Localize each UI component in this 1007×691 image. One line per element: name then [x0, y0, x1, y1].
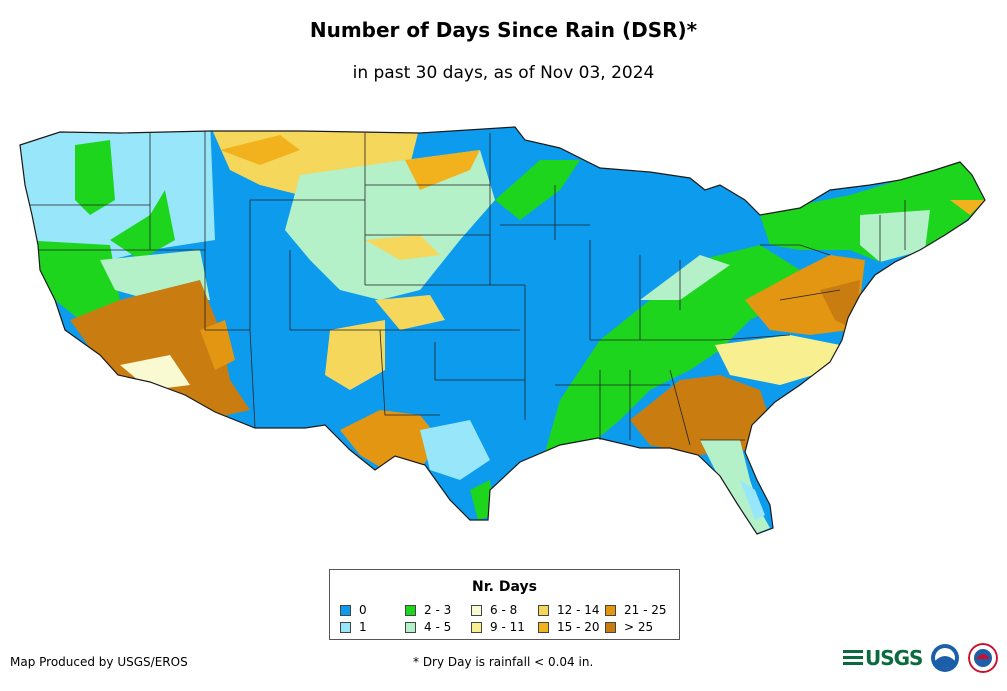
region-texas-light — [420, 420, 490, 480]
region-nd-orange — [405, 150, 480, 190]
legend-item: 15 - 20 — [538, 620, 600, 634]
us-outline — [19, 126, 986, 535]
legend-swatch — [605, 621, 616, 633]
region-mississippi-ohio-green — [540, 245, 800, 470]
usgs-logo: USGS — [843, 646, 923, 670]
legend-swatch — [340, 621, 351, 633]
region-ohio-mint — [640, 255, 730, 300]
nws-logo-icon — [968, 643, 999, 673]
region-nebraska-yellow — [365, 235, 440, 260]
legend-label: 21 - 25 — [624, 603, 667, 617]
legend-swatch — [605, 604, 616, 616]
legend-item: 12 - 14 — [538, 603, 600, 617]
region-new-england — [860, 210, 930, 262]
legend-label: 9 - 11 — [490, 620, 525, 634]
legend-item: 6 - 8 — [471, 603, 517, 617]
region-northeast — [760, 160, 985, 262]
legend-label: 4 - 5 — [424, 620, 452, 634]
legend-item: 0 — [340, 603, 367, 617]
map-title: Number of Days Since Rain (DSR)* — [309, 18, 698, 42]
legend-item: 21 - 25 — [605, 603, 667, 617]
dry-day-note: * Dry Day is rainfall < 0.04 in. — [413, 655, 594, 669]
legend-label: 1 — [359, 620, 367, 634]
legend-item: 9 - 11 — [471, 620, 525, 634]
region-mn-green — [495, 160, 580, 220]
legend-swatch — [405, 621, 416, 633]
usgs-wave-icon — [843, 648, 863, 668]
usgs-wordmark: USGS — [865, 646, 923, 670]
credit-text: Map Produced by USGS/EROS — [10, 655, 188, 669]
region-nm-yellow — [325, 320, 385, 390]
region-idaho-green — [110, 190, 175, 260]
legend-title: Nr. Days — [472, 579, 537, 595]
legend-swatch — [471, 604, 482, 616]
legend-item: > 25 — [605, 620, 653, 634]
legend-item: 2 - 3 — [405, 603, 451, 617]
legend-label: > 25 — [624, 620, 654, 634]
map-subtitle: in past 30 days, as of Nov 03, 2024 — [352, 63, 655, 83]
legend-item: 1 — [340, 620, 367, 634]
legend-label: 12 - 14 — [557, 603, 600, 617]
legend-label: 15 - 20 — [557, 620, 600, 634]
legend-swatch — [538, 604, 549, 616]
region-kansas-yellow — [375, 295, 445, 330]
legend: Nr. Days 0 1 2 - 3 4 - 5 6 - 8 9 - 11 12… — [329, 569, 680, 640]
noaa-logo-icon — [931, 644, 960, 672]
legend-item: 4 - 5 — [405, 620, 451, 634]
region-montana-orange — [220, 135, 300, 165]
legend-swatch — [471, 621, 482, 633]
state-boundaries — [30, 131, 906, 446]
region-south-florida — [740, 480, 765, 520]
legend-swatch — [340, 604, 351, 616]
region-nm-orange — [200, 320, 235, 370]
agency-logos: USGS — [843, 640, 999, 676]
region-west-texas — [340, 410, 440, 470]
region-cascades-green — [75, 140, 115, 215]
legend-label: 2 - 3 — [424, 603, 452, 617]
region-northern-plains — [285, 150, 495, 300]
region-southeast — [630, 375, 770, 455]
region-carolinas — [715, 335, 840, 385]
legend-swatch — [538, 621, 549, 633]
legend-label: 6 - 8 — [490, 603, 518, 617]
legend-label: 0 — [359, 603, 367, 617]
region-maine-coast — [950, 200, 985, 215]
legend-swatch — [405, 604, 416, 616]
region-az-cream — [120, 355, 190, 390]
region-california-green — [20, 240, 120, 320]
